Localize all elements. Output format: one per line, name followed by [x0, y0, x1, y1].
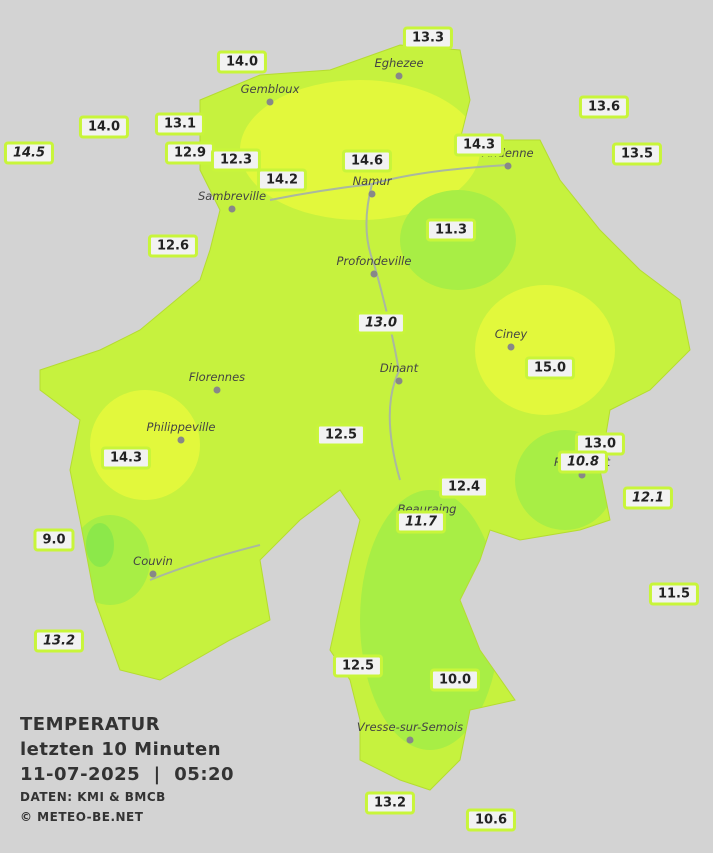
credit: © METEO-BE.NET	[20, 810, 144, 824]
station-value: 12.4	[438, 475, 490, 499]
station-value: 12.3	[210, 148, 262, 172]
city-dot	[578, 471, 586, 479]
station-value: 13.5	[611, 142, 663, 166]
city-dot	[368, 190, 376, 198]
city-dot	[213, 386, 221, 394]
city-dot	[228, 205, 236, 213]
city-dot	[370, 270, 378, 278]
title-line: letzten 10 Minuten	[20, 739, 222, 760]
station-value: 12.6	[147, 234, 199, 258]
legend: TEMPERATUR letzten 10 Minuten 11-07-2025…	[20, 712, 234, 827]
city-dot	[177, 436, 185, 444]
station-value: 11.7	[395, 510, 447, 534]
city-dot	[406, 736, 414, 744]
title-line: TEMPERATUR	[20, 714, 161, 735]
city-name: Eghezee	[374, 56, 424, 70]
city-dot	[395, 72, 403, 80]
city-dot	[504, 162, 512, 170]
station-value: 10.6	[465, 808, 517, 832]
station-value: 13.6	[578, 95, 630, 119]
credit: DATEN: KMI & BMCB	[20, 790, 166, 804]
city-dot	[266, 98, 274, 106]
city-name: Vresse-sur-Semois	[356, 720, 464, 734]
city-name: Philippeville	[146, 420, 216, 434]
title-line: 11-07-2025 | 05:20	[20, 764, 235, 785]
city-name: Profondeville	[336, 254, 412, 268]
station-value: 14.0	[216, 50, 268, 74]
station-value: 12.5	[315, 423, 367, 447]
city-name: Sambreville	[197, 189, 267, 203]
station-value: 11.3	[425, 218, 477, 242]
city-name: Dinant	[379, 361, 419, 375]
city-dot	[395, 377, 403, 385]
city-name: Florennes	[188, 370, 246, 384]
station-value: 13.2	[364, 791, 416, 815]
station-value: 14.6	[341, 149, 393, 173]
city-name: Namur	[352, 174, 392, 188]
station-value: 14.2	[256, 168, 308, 192]
city-name: Couvin	[133, 554, 173, 568]
station-value: 13.2	[33, 629, 85, 653]
station-value: 14.3	[100, 446, 152, 470]
station-value: 12.9	[164, 141, 216, 165]
station-value: 11.5	[648, 582, 700, 606]
station-value: 9.0	[33, 528, 75, 552]
station-value: 12.5	[332, 654, 384, 678]
station-value: 15.0	[524, 356, 576, 380]
station-value: 12.1	[622, 486, 674, 510]
station-value: 14.5	[3, 141, 55, 165]
station-value: 14.0	[78, 115, 130, 139]
station-value: 13.3	[402, 26, 454, 50]
city-dot	[507, 343, 515, 351]
station-value: 10.0	[429, 668, 481, 692]
city-name: Gembloux	[240, 82, 300, 96]
station-value: 13.1	[154, 112, 206, 136]
station-value: 13.0	[355, 311, 407, 335]
station-value: 14.3	[453, 133, 505, 157]
city-dot	[149, 570, 157, 578]
city-name: Ciney	[494, 327, 528, 341]
station-value: 10.8	[557, 450, 609, 474]
